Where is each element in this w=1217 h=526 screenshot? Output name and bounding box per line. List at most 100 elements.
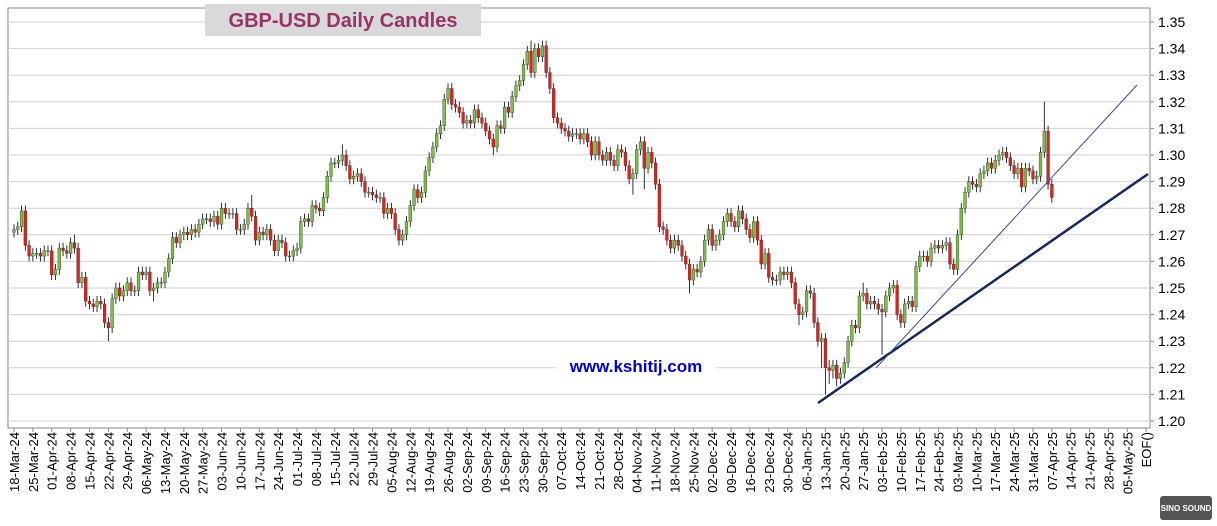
candle-body bbox=[861, 293, 865, 297]
candle-body bbox=[382, 197, 386, 214]
x-tick-label: 27-May-24 bbox=[196, 432, 211, 494]
candle-body bbox=[521, 64, 526, 81]
x-tick-label: 19-Aug-24 bbox=[422, 432, 437, 493]
candle-body bbox=[340, 154, 344, 161]
candle-body bbox=[76, 247, 80, 283]
candle-body bbox=[99, 301, 103, 305]
candle-body bbox=[876, 303, 880, 310]
x-tick-label: 16-Sep-24 bbox=[498, 432, 513, 493]
candle-body bbox=[419, 192, 424, 198]
candle-body bbox=[431, 146, 435, 158]
candle-body bbox=[827, 367, 831, 371]
candle-body bbox=[174, 237, 178, 243]
candle-body bbox=[35, 253, 39, 255]
grid bbox=[8, 21, 1150, 422]
candle-body bbox=[718, 234, 722, 241]
candle-body bbox=[653, 162, 658, 185]
x-tick-label: 26-Aug-24 bbox=[441, 432, 456, 493]
y-tick-label: 1.32 bbox=[1158, 94, 1185, 110]
candle-body bbox=[563, 128, 567, 132]
candle-body bbox=[355, 173, 360, 177]
candle-body bbox=[993, 160, 997, 169]
candle-body bbox=[514, 85, 518, 97]
y-tick-label: 1.33 bbox=[1158, 67, 1185, 83]
candle-body bbox=[680, 245, 684, 257]
x-tick-label: 09-Dec-24 bbox=[724, 432, 739, 493]
candle-body bbox=[280, 239, 284, 243]
candle-body bbox=[782, 271, 786, 275]
candle-body bbox=[914, 266, 918, 307]
candle-body bbox=[495, 125, 499, 148]
candle-body bbox=[302, 218, 307, 222]
candle-body bbox=[895, 285, 899, 315]
candle-body bbox=[235, 213, 239, 230]
candle-body bbox=[744, 218, 748, 230]
candle-body bbox=[125, 282, 129, 291]
candle-body bbox=[476, 109, 480, 118]
title-box bbox=[205, 4, 481, 36]
candle-body bbox=[219, 207, 224, 225]
candle-body bbox=[91, 303, 95, 307]
candle-body bbox=[204, 218, 209, 220]
candle-body bbox=[144, 271, 148, 275]
candle-body bbox=[974, 184, 978, 188]
candle-body bbox=[548, 72, 552, 89]
candle-body bbox=[272, 239, 277, 251]
candle-body bbox=[989, 162, 994, 169]
x-tick-label: 29-Apr-24 bbox=[120, 432, 135, 490]
axes: 1.20 1.21 1.22 1.23 1.24 1.25 1.26 1.27 1.28 1.29… bbox=[7, 14, 1185, 494]
candle-body bbox=[318, 207, 322, 212]
candle-body bbox=[789, 271, 794, 283]
candle-body bbox=[178, 234, 182, 243]
candle-body bbox=[710, 229, 714, 246]
candle-body bbox=[265, 229, 269, 235]
candle-body bbox=[367, 192, 371, 194]
candle-body bbox=[133, 290, 137, 292]
candle-body bbox=[774, 279, 778, 282]
candle-body bbox=[748, 229, 752, 238]
candle-body bbox=[442, 98, 446, 126]
candle-body bbox=[193, 229, 197, 233]
candle-body bbox=[19, 210, 24, 228]
y-tick-label: 1.29 bbox=[1158, 174, 1185, 190]
candle-body bbox=[657, 184, 661, 228]
candle-body bbox=[752, 221, 756, 238]
candle-body bbox=[257, 231, 261, 241]
x-tick-label: 21-Oct-24 bbox=[592, 432, 607, 490]
candle-body bbox=[378, 197, 382, 199]
candle-body bbox=[80, 277, 84, 283]
candle-body bbox=[1023, 168, 1028, 188]
candle-body bbox=[812, 293, 816, 323]
candles bbox=[12, 40, 1054, 395]
candle-body bbox=[970, 181, 975, 185]
candle-body bbox=[869, 301, 873, 305]
candle-body bbox=[72, 242, 76, 249]
candle-body bbox=[650, 152, 654, 164]
candle-body bbox=[672, 239, 677, 249]
candle-body bbox=[201, 218, 205, 225]
x-tick-label: 16-Dec-24 bbox=[743, 432, 758, 493]
candle-body bbox=[967, 181, 971, 193]
candle-body bbox=[593, 141, 597, 156]
candle-body bbox=[620, 149, 624, 153]
candle-body bbox=[982, 170, 986, 174]
candle-body bbox=[729, 213, 733, 222]
candle-body bbox=[393, 213, 397, 230]
candle-body bbox=[299, 221, 303, 249]
candle-body bbox=[427, 157, 431, 172]
x-tick-label: 27-Jan-25 bbox=[856, 432, 871, 491]
candle-body bbox=[1001, 152, 1005, 156]
x-tick-label: 01-Jul-24 bbox=[290, 432, 305, 486]
candle-body bbox=[899, 314, 903, 323]
candle-body bbox=[540, 45, 544, 57]
candle-body bbox=[937, 245, 941, 249]
candle-body bbox=[661, 226, 665, 230]
candle-body bbox=[446, 88, 450, 100]
candle-body bbox=[906, 301, 911, 305]
candle-body bbox=[884, 295, 888, 313]
candle-body bbox=[250, 207, 254, 217]
x-tick-label: 29-Jul-24 bbox=[366, 432, 381, 486]
candle-body bbox=[755, 221, 760, 241]
candle-body bbox=[314, 205, 318, 209]
